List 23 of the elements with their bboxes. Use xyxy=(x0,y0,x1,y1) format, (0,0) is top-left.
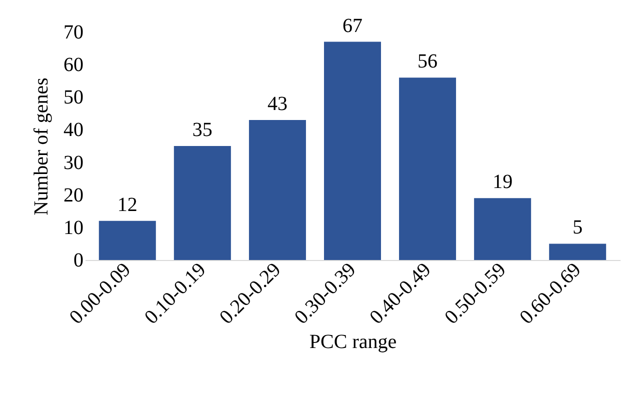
data-label: 35 xyxy=(192,119,212,141)
data-label: 12 xyxy=(117,194,138,216)
x-axis-title: PCC range xyxy=(309,330,397,353)
bar xyxy=(174,146,231,260)
bar xyxy=(474,198,532,260)
data-label: 43 xyxy=(267,92,288,115)
data-label: 5 xyxy=(572,216,583,239)
bar xyxy=(549,244,606,260)
y-tick-label: 50 xyxy=(64,86,84,109)
bar xyxy=(98,220,156,260)
y-tick-label: 10 xyxy=(64,216,84,239)
y-tick-label: 40 xyxy=(64,119,84,142)
bar xyxy=(399,78,456,260)
data-label: 56 xyxy=(418,50,438,73)
data-label: 67 xyxy=(342,14,362,37)
y-tick-label: 70 xyxy=(64,22,84,44)
data-label: 19 xyxy=(492,171,513,194)
bar xyxy=(248,120,306,260)
y-tick-label: 60 xyxy=(64,54,84,76)
y-axis-title: Number of genes xyxy=(30,77,52,216)
y-tick-label: 20 xyxy=(64,184,84,206)
y-tick-label: 30 xyxy=(64,152,84,174)
bar xyxy=(324,42,381,260)
